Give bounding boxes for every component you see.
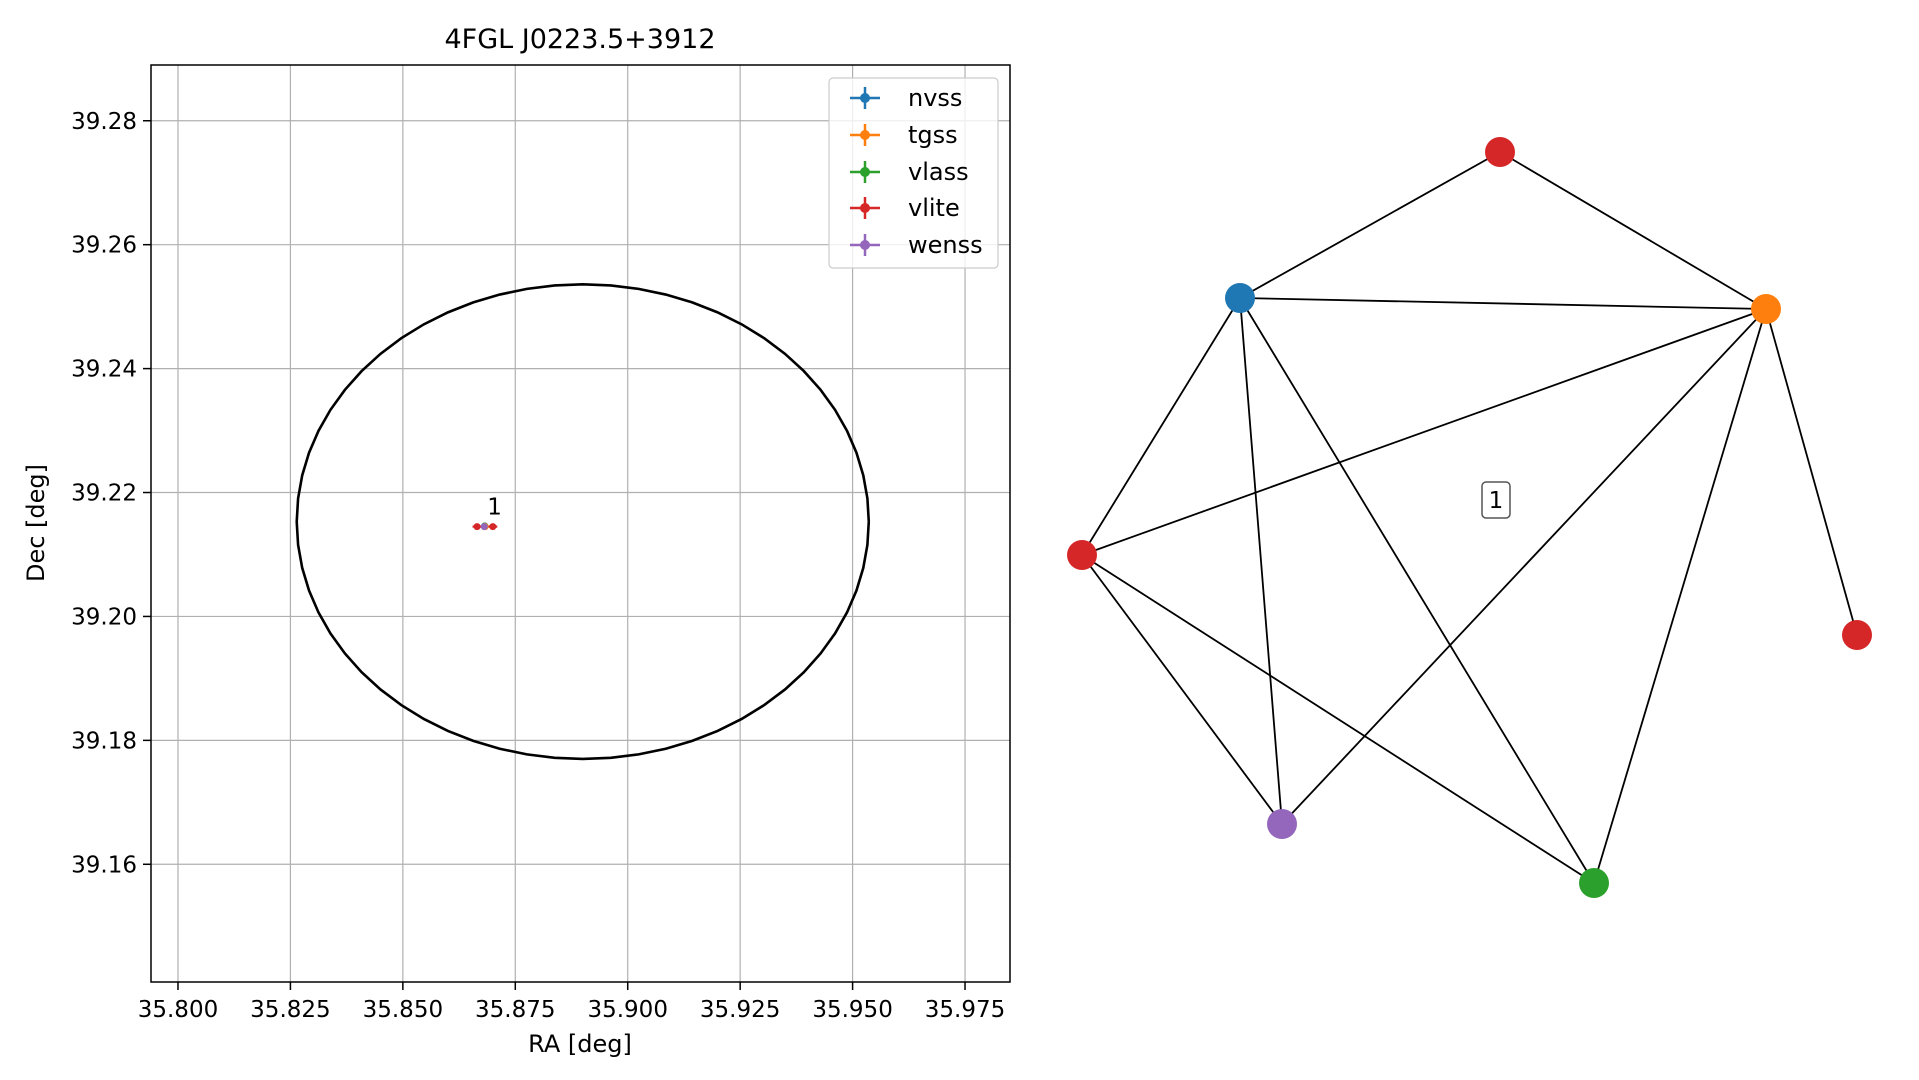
error-ellipse-outline (295, 283, 871, 761)
legend-marker (860, 130, 870, 140)
y-axis-label: Dec [deg] (22, 464, 50, 582)
source-annotation: 1 (487, 494, 502, 520)
annotations: 1 (487, 494, 502, 520)
network-node-vlass (1579, 868, 1609, 898)
x-tick-label: 35.875 (475, 997, 555, 1023)
point-marker (473, 523, 481, 531)
data-point-wenss (480, 523, 488, 531)
x-tick-label: 35.900 (587, 997, 667, 1023)
y-tick-label: 39.26 (71, 233, 137, 259)
y-tick-label: 39.20 (71, 604, 137, 630)
x-tick-label: 35.925 (700, 997, 780, 1023)
legend-item-vlite: vlite (850, 194, 960, 222)
legend-box (828, 77, 999, 269)
network-edge (1593, 308, 1767, 884)
group-label-box: 1 (1481, 481, 1511, 519)
network-edge (1081, 297, 1241, 556)
legend-label: vlass (908, 158, 969, 186)
legend-marker (860, 203, 870, 213)
x-axis-label: RA [deg] (528, 1030, 632, 1058)
legend-item-vlass: vlass (850, 158, 969, 186)
plot-frame (150, 64, 1011, 983)
y-tick-label: 39.24 (71, 357, 137, 383)
y-tick-label: 39.16 (71, 852, 137, 878)
legend-label: vlite (908, 194, 960, 222)
source-network-graph: 1 (1067, 137, 1872, 898)
y-axis-ticks: 39.16 39.18 39.20 39.22 39.24 39.26 39.28 (71, 109, 151, 878)
network-node-nvss (1225, 283, 1255, 313)
data-point-vlite (472, 523, 482, 531)
point-marker (480, 523, 488, 531)
legend-item-nvss: nvss (850, 84, 962, 112)
network-node-tgss (1751, 294, 1781, 324)
legend-label: nvss (908, 84, 962, 112)
network-edge (1499, 151, 1767, 310)
network-edge (1081, 554, 1283, 825)
network-nodes (1067, 137, 1872, 898)
network-edges (1081, 151, 1858, 884)
legend: nvss tgss vlass vlite (828, 77, 999, 269)
x-tick-label: 35.825 (250, 997, 330, 1023)
legend-label: tgss (908, 121, 958, 149)
x-tick-label: 35.850 (363, 997, 443, 1023)
plot-title: 4FGL J0223.5+3912 (444, 24, 715, 55)
network-edge (1281, 308, 1767, 825)
legend-marker (860, 240, 870, 250)
x-tick-label: 35.950 (812, 997, 892, 1023)
group-label: 1 (1489, 488, 1504, 514)
x-tick-label: 35.975 (925, 997, 1005, 1023)
x-axis-ticks: 35.800 35.825 35.850 35.875 35.900 35.925 35.9… (138, 982, 1005, 1023)
error-ellipse (295, 283, 871, 761)
network-edge (1765, 308, 1858, 636)
data-points (472, 522, 498, 531)
network-edge (1239, 297, 1283, 825)
network-edge (1081, 308, 1767, 556)
legend-item-tgss: tgss (850, 121, 958, 149)
network-edge (1239, 297, 1767, 310)
point-marker (489, 523, 497, 531)
data-point-vlite (488, 523, 498, 531)
x-tick-label: 35.800 (138, 997, 218, 1023)
network-edge (1081, 554, 1595, 884)
network-edge (1239, 151, 1501, 299)
network-edge (1239, 297, 1595, 884)
sky-position-plot: 4FGL J0223.5+3912 1 35.800 35.825 35.850 35… (22, 24, 1011, 1058)
network-node-vlite-top (1485, 137, 1515, 167)
y-tick-label: 39.22 (71, 481, 137, 507)
network-node-wenss (1267, 809, 1297, 839)
y-tick-label: 39.28 (71, 109, 137, 135)
network-node-vlite-right (1842, 620, 1872, 650)
y-tick-label: 39.18 (71, 728, 137, 754)
legend-item-wenss: wenss (850, 231, 983, 259)
network-node-vlite-left (1067, 540, 1097, 570)
legend-marker (860, 167, 870, 177)
legend-label: wenss (908, 231, 983, 259)
legend-marker (860, 93, 870, 103)
